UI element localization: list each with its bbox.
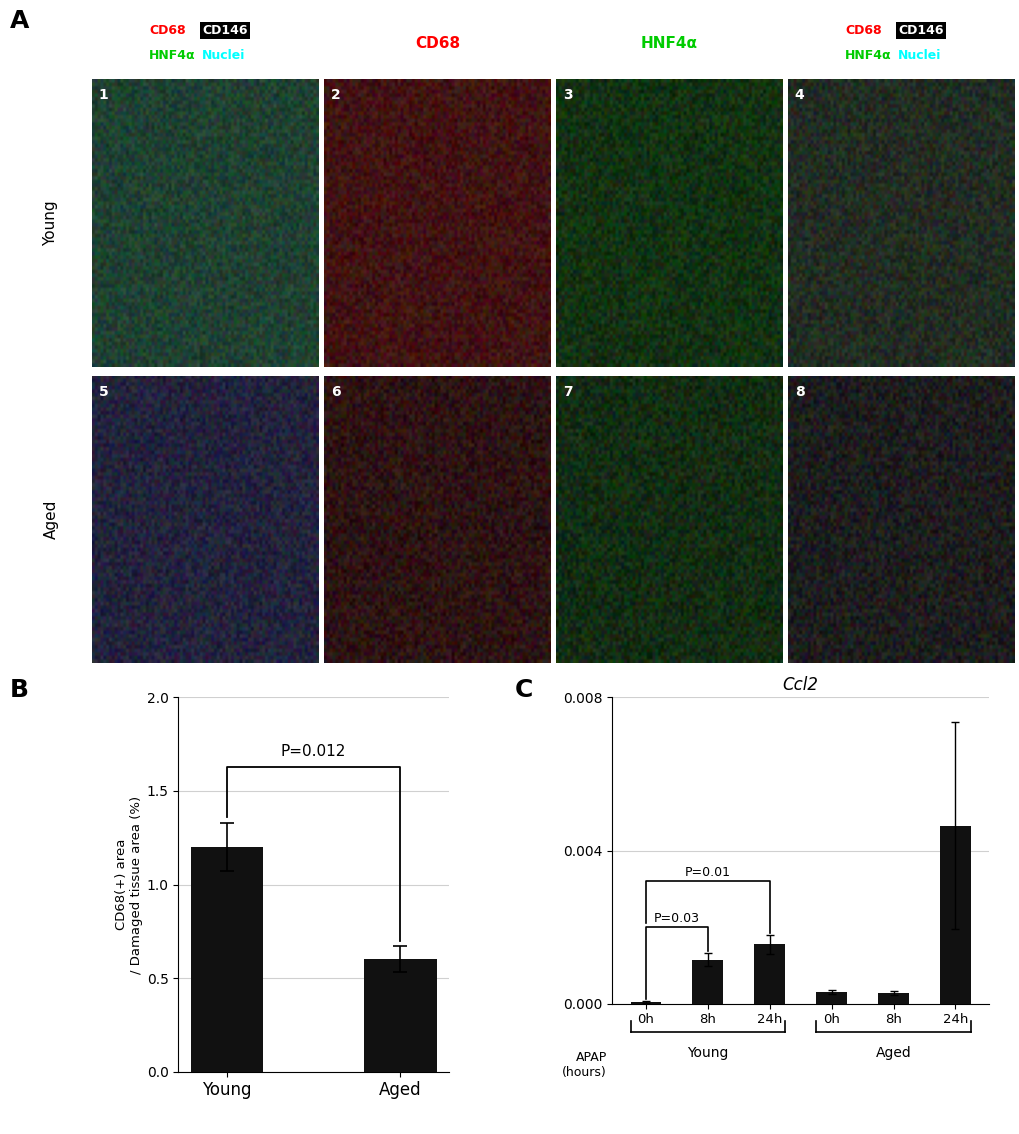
Text: APAP
(hours): APAP (hours) xyxy=(561,1051,606,1080)
Text: 3: 3 xyxy=(562,88,572,102)
Text: 2: 2 xyxy=(330,88,340,102)
Title: Ccl2: Ccl2 xyxy=(782,677,818,694)
Bar xyxy=(815,992,846,1004)
Text: Aged: Aged xyxy=(874,1046,911,1059)
Text: B: B xyxy=(10,678,30,702)
Text: HNF4α: HNF4α xyxy=(640,35,697,51)
Text: Young: Young xyxy=(44,201,58,246)
Bar xyxy=(692,959,722,1004)
Text: A: A xyxy=(10,9,30,33)
Text: CD146: CD146 xyxy=(898,24,943,37)
Text: CD68: CD68 xyxy=(845,24,881,37)
Text: CD146: CD146 xyxy=(202,24,248,37)
Bar xyxy=(938,826,970,1004)
Bar xyxy=(364,959,436,1072)
Bar xyxy=(191,847,263,1072)
Text: 6: 6 xyxy=(330,384,340,398)
Text: CD68: CD68 xyxy=(415,35,460,51)
Text: 1: 1 xyxy=(99,88,108,102)
Text: P=0.012: P=0.012 xyxy=(280,744,346,759)
Text: HNF4α: HNF4α xyxy=(149,49,196,62)
Bar xyxy=(754,945,785,1004)
Text: Aged: Aged xyxy=(44,500,58,540)
Text: Nuclei: Nuclei xyxy=(202,49,246,62)
Text: HNF4α: HNF4α xyxy=(845,49,891,62)
Bar xyxy=(630,1001,661,1004)
Text: 7: 7 xyxy=(562,384,572,398)
Y-axis label: CD68(+) area
/ Damaged tissue area (%): CD68(+) area / Damaged tissue area (%) xyxy=(114,795,143,974)
Text: CD68: CD68 xyxy=(149,24,185,37)
Text: P=0.01: P=0.01 xyxy=(684,866,731,879)
Text: C: C xyxy=(515,678,533,702)
Text: P=0.03: P=0.03 xyxy=(653,912,699,925)
Text: 4: 4 xyxy=(794,88,804,102)
Text: Young: Young xyxy=(687,1046,728,1059)
Text: 5: 5 xyxy=(99,384,108,398)
Text: 8: 8 xyxy=(794,384,804,398)
Bar xyxy=(877,993,908,1004)
Text: Nuclei: Nuclei xyxy=(898,49,941,62)
